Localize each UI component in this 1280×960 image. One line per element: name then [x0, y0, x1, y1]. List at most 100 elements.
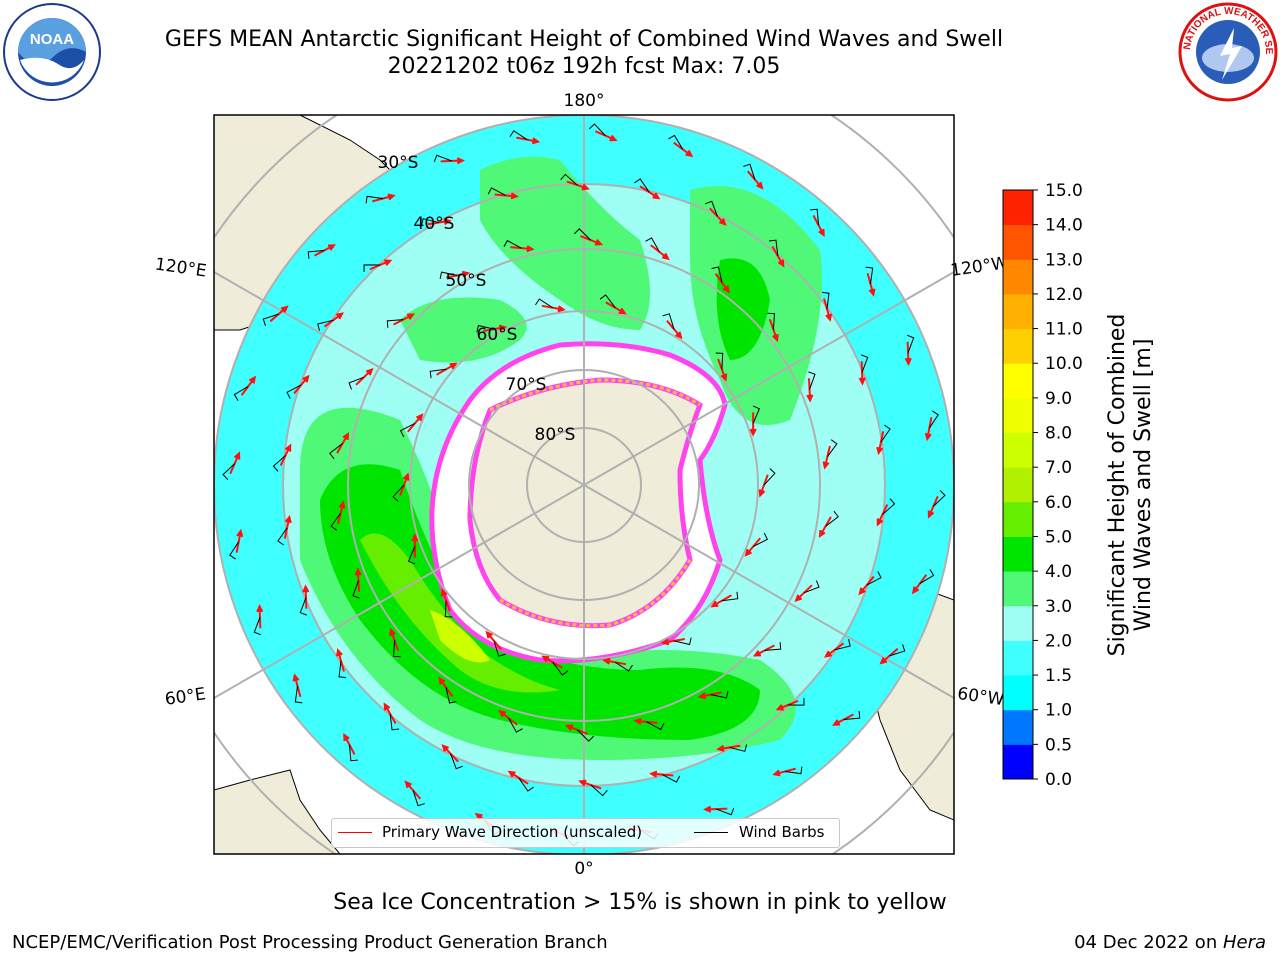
lat-label-30s: 30°S — [378, 153, 419, 173]
colorbar-segment — [1003, 605, 1033, 641]
wind-barb — [716, 807, 735, 816]
wind-barb — [445, 687, 457, 704]
colorbar-tick-label: 3.0 — [1045, 597, 1072, 617]
colorbar-tick-label: 8.0 — [1045, 424, 1072, 444]
wind-barb — [705, 200, 718, 217]
wind-barb — [808, 371, 816, 390]
colorbar-segment — [1003, 397, 1033, 434]
wind-barb — [262, 313, 279, 326]
wind-barb — [882, 498, 896, 515]
wave-direction-arrow — [858, 575, 875, 596]
wind-barb — [348, 376, 365, 390]
colorbar-tick-label: 1.5 — [1045, 666, 1072, 686]
longitude-grid — [214, 115, 954, 854]
wind-barb — [880, 424, 891, 443]
wind-barb — [711, 266, 723, 283]
wind-barb — [785, 766, 803, 775]
wave-direction-arrow — [876, 431, 885, 456]
wind-barb — [821, 291, 830, 310]
colorbar-segment — [1003, 224, 1033, 260]
wave-direction-arrow — [314, 244, 336, 257]
wind-barb — [363, 264, 381, 272]
colorbar-tick-label: 5.0 — [1045, 527, 1072, 547]
wind-barb — [433, 154, 452, 163]
chart-title: GEFS MEAN Antarctic Significant Height o… — [164, 27, 1004, 52]
wind-barb — [429, 368, 447, 379]
wind-barb — [329, 443, 343, 460]
wave-direction-arrow — [673, 141, 694, 158]
colorbar-tick-label: 11.0 — [1045, 320, 1083, 340]
colorbar-segment — [1003, 328, 1033, 364]
wind-barb — [825, 510, 839, 527]
wave-direction-arrow — [269, 305, 289, 323]
colorbar-segment — [1003, 432, 1033, 468]
wind-barb — [866, 571, 882, 586]
colorbar: 0.0 0.5 1.0 1.5 2.0 3.0 4.0 5.0 6.0 7.0 8.0 9.0 10.0… — [1002, 181, 1083, 790]
wind-barb — [768, 239, 779, 257]
wind-barb — [752, 405, 761, 424]
wind-barb — [365, 195, 383, 204]
wind-barb — [645, 237, 660, 253]
wind-barb — [826, 439, 838, 458]
ice-note: Sea Ice Concentration > 15% is shown in … — [333, 890, 947, 915]
swell-band-6-7m — [430, 610, 490, 663]
wind-barb — [933, 489, 946, 507]
wind-barb — [928, 410, 939, 429]
wind-barb — [787, 698, 805, 706]
wave-direction-arrow — [911, 574, 928, 595]
noaa-logo-icon: NOAA — [3, 3, 101, 101]
wind-barb — [476, 324, 495, 333]
colorbar-segment — [1003, 467, 1033, 503]
wind-barb — [752, 532, 769, 548]
colorbar-segment — [1003, 744, 1033, 780]
wave-direction-arrow — [812, 215, 825, 237]
colorbar-tick-label: 2.0 — [1045, 631, 1072, 651]
wind-barb — [646, 721, 665, 731]
wave-direction-arrow — [343, 733, 356, 755]
wave-direction-arrow — [407, 413, 424, 433]
colorbar-segment — [1003, 259, 1033, 295]
wind-barb — [508, 717, 523, 733]
swell-band-4-5m — [320, 464, 760, 740]
colorbar-tick-label: 10.0 — [1045, 354, 1083, 374]
wind-barb — [277, 527, 288, 546]
wave-direction-arrow — [507, 770, 529, 785]
wave-direction-arrow — [541, 655, 563, 669]
wave-direction-arrow — [485, 630, 502, 650]
colorbar-segment — [1003, 709, 1033, 745]
wind-barb — [386, 319, 404, 328]
wind-barb — [393, 640, 401, 658]
wind-barb — [810, 208, 820, 226]
lat-label-70s: 70°S — [506, 375, 547, 395]
colorbar-tick-label: 1.0 — [1045, 701, 1072, 721]
wind-barb — [764, 642, 782, 651]
wind-barb — [573, 228, 592, 241]
wind-barb — [634, 178, 650, 193]
wind-barb — [590, 784, 608, 797]
wave-direction-arrow — [293, 374, 310, 395]
wave-direction-arrow — [404, 780, 422, 800]
legend-wave-line — [338, 832, 372, 833]
wave-direction-arrow — [710, 594, 732, 608]
wind-barb — [412, 790, 425, 807]
wave-direction-arrow — [775, 699, 799, 711]
map-legend: Primary Wave Direction (unscaled) Wind B… — [331, 818, 840, 848]
wave-direction-arrow — [436, 362, 458, 376]
wind-barb — [307, 249, 325, 259]
wind-barb — [487, 187, 506, 196]
wind-barb — [518, 777, 534, 792]
footer-host: Hera — [1222, 932, 1266, 953]
wind-barb — [233, 385, 249, 401]
wave-direction-arrow — [746, 170, 764, 190]
legend-barb-label: Wind Barbs — [739, 823, 825, 841]
colorbar-label-line2: Wind Waves and Swell [m] — [1131, 339, 1156, 632]
wind-barb — [503, 239, 522, 249]
map-area — [214, 115, 954, 854]
wind-barb — [906, 334, 915, 353]
wave-direction-arrow — [440, 157, 466, 165]
wind-barb — [493, 640, 506, 657]
wave-direction-arrow — [605, 301, 627, 315]
swell-band-east-pacific-core — [716, 258, 770, 360]
wind-barb — [588, 123, 606, 136]
